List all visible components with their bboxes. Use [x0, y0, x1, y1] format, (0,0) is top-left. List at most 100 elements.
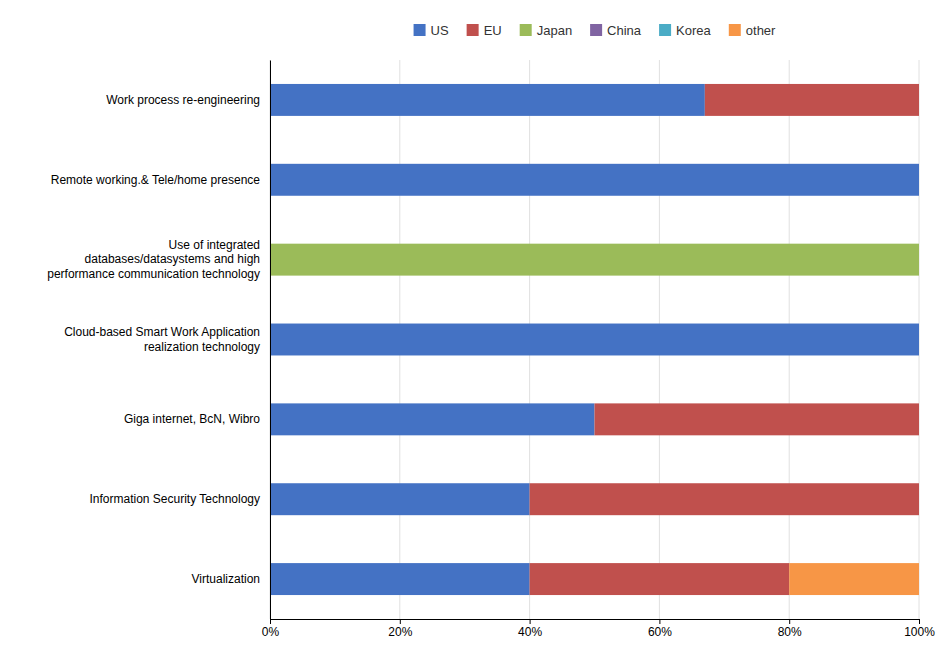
x-tick: 40% [518, 619, 542, 639]
bar [789, 563, 919, 595]
bar [530, 563, 790, 595]
y-tick: Giga internet, BcN, Wibro [124, 412, 270, 426]
legend-label: US [431, 23, 449, 38]
y-tick-label: Cloud-based Smart Work Applicationrealiz… [64, 325, 260, 353]
bar [595, 403, 920, 435]
y-tick-label: Virtualization [192, 572, 260, 586]
grid-line [270, 60, 271, 619]
bar [270, 244, 919, 276]
x-tick: 60% [648, 619, 672, 639]
x-tick-label: 100% [904, 625, 935, 639]
bar [919, 324, 920, 356]
series [789, 563, 919, 595]
y-tick: Cloud-based Smart Work Applicationrealiz… [64, 325, 270, 353]
legend-swatch [659, 24, 671, 36]
bar [919, 324, 920, 356]
y-tick-label-line: Use of integrated [169, 238, 260, 252]
y-tick-label: Work process re-engineering [106, 93, 260, 107]
bar [919, 403, 920, 435]
y-tick-label-line: Cloud-based Smart Work Application [64, 325, 260, 339]
x-tick-mark [919, 619, 920, 624]
series [530, 84, 919, 595]
bar [919, 84, 920, 116]
legend-swatch [520, 24, 532, 36]
x-tick-mark [789, 619, 790, 624]
bar [919, 483, 920, 515]
x-tick-label: 0% [262, 625, 280, 639]
bar [919, 483, 920, 515]
y-tick-label-line: performance communication technology [47, 267, 260, 281]
x-tick-mark [400, 619, 401, 624]
bar [919, 84, 920, 116]
legend-item: Korea [659, 23, 711, 38]
x-tick-label: 20% [388, 625, 412, 639]
bar [919, 164, 920, 196]
y-axis: Work process re-engineering Remote workin… [47, 61, 270, 620]
y-tick-label: Giga internet, BcN, Wibro [124, 412, 260, 426]
y-tick-label: Information Security Technology [89, 492, 260, 506]
bar [919, 403, 920, 435]
legend-label: Japan [537, 23, 572, 38]
bar [530, 483, 919, 515]
bar [919, 324, 920, 356]
x-tick: 80% [778, 619, 802, 639]
bar [919, 164, 920, 196]
bar [919, 483, 920, 515]
y-tick-label-line: Remote working.& Tele/home presence [51, 173, 261, 187]
bar [919, 244, 920, 276]
y-tick-label-line: Giga internet, BcN, Wibro [124, 412, 260, 426]
bar [270, 403, 595, 435]
bar [919, 483, 920, 515]
bars [270, 84, 919, 595]
legend-item: US [414, 23, 449, 38]
y-tick-label-line: Virtualization [192, 572, 260, 586]
legend-swatch [729, 24, 741, 36]
y-tick-label-line: Information Security Technology [89, 492, 260, 506]
legend-label: EU [484, 23, 502, 38]
x-tick-label: 40% [518, 625, 542, 639]
bar [919, 403, 920, 435]
y-tick: Work process re-engineering [106, 93, 270, 107]
y-tick: Virtualization [192, 572, 270, 586]
legend-item: China [590, 23, 642, 38]
legend: US EU Japan China Korea other [414, 23, 777, 38]
bar [270, 324, 919, 356]
x-tick-mark [270, 619, 271, 624]
y-tick: Remote working.& Tele/home presence [51, 173, 270, 187]
x-tick-mark [530, 619, 531, 624]
bar [919, 164, 920, 196]
series [270, 244, 919, 276]
bar [919, 84, 920, 116]
bar [919, 164, 920, 196]
legend-item: EU [467, 23, 502, 38]
legend-item: other [729, 23, 776, 38]
x-tick: 0% [262, 619, 280, 639]
y-axis-line [270, 61, 271, 620]
x-tick: 100% [904, 619, 935, 639]
bar [919, 403, 920, 435]
legend-label: other [746, 23, 776, 38]
bar [919, 324, 920, 356]
x-tick-label: 80% [778, 625, 802, 639]
legend-label: Korea [676, 23, 711, 38]
bar [919, 164, 920, 196]
chart: 0% 20% 40% 60% 80% 100% Work process re-engine… [0, 0, 949, 659]
bar [270, 84, 705, 116]
bar [270, 483, 530, 515]
bar [270, 563, 530, 595]
bar [919, 244, 920, 276]
grid [270, 60, 919, 619]
x-axis: 0% 20% 40% 60% 80% 100% [262, 619, 935, 639]
y-tick-label-line: databases/datasystems and high [85, 252, 260, 266]
x-tick-label: 60% [648, 625, 672, 639]
bar [705, 84, 919, 116]
bar [919, 244, 920, 276]
series [270, 84, 919, 595]
legend-swatch [414, 24, 426, 36]
y-tick-label: Use of integrateddatabases/datasystems a… [47, 238, 260, 281]
bar [919, 324, 920, 356]
plot: 0% 20% 40% 60% 80% 100% Work process re-engine… [47, 60, 935, 639]
y-tick-label-line: Work process re-engineering [106, 93, 260, 107]
x-axis-line [271, 620, 920, 625]
legend-swatch [467, 24, 479, 36]
